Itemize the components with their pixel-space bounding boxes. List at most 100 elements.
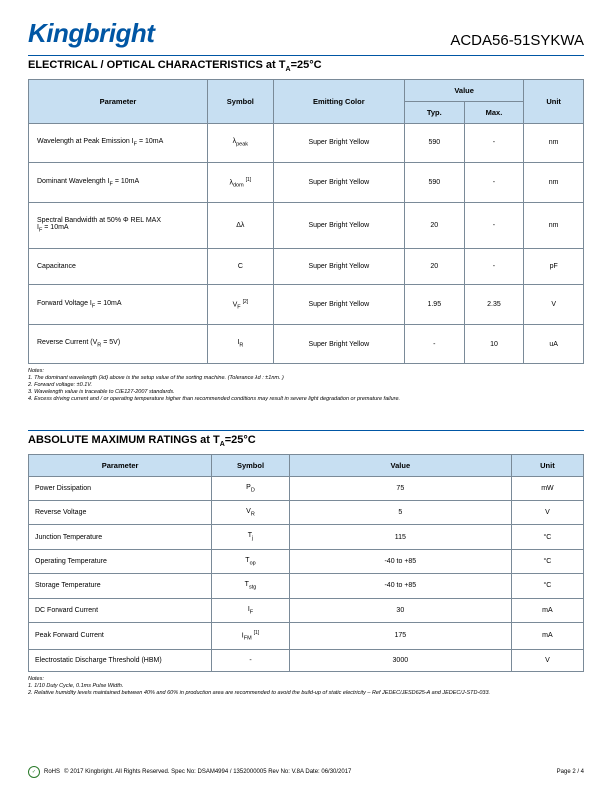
cell-unit: V <box>524 284 584 325</box>
cell-symbol: C <box>208 248 274 284</box>
th-typ: Typ. <box>404 102 464 124</box>
cell-typ: 1.95 <box>404 284 464 325</box>
cell-parameter: Capacitance <box>29 248 208 284</box>
table-row: Wavelength at Peak Emission IF = 10mAλpe… <box>29 124 584 162</box>
cell-unit: nm <box>524 124 584 162</box>
cell-symbol: Δλ <box>208 203 274 248</box>
table-row: Peak Forward CurrentIFM [1]175mA <box>29 623 584 650</box>
cell-parameter: Peak Forward Current <box>29 623 212 650</box>
table-row: Spectral Bandwidth at 50% Φ REL MAXIF = … <box>29 203 584 248</box>
cell-value: 5 <box>289 501 511 525</box>
cell-symbol: PD <box>212 476 290 500</box>
cell-max: - <box>464 124 524 162</box>
header: Kingbright ACDA56-51SYKWA <box>28 18 584 49</box>
cell-symbol: IR <box>208 325 274 363</box>
cell-parameter: Spectral Bandwidth at 50% Φ REL MAXIF = … <box>29 203 208 248</box>
cell-value: 175 <box>289 623 511 650</box>
cell-unit: V <box>511 501 583 525</box>
footer: ✓ RoHS © 2017 Kingbright. All Rights Res… <box>28 766 584 778</box>
table-row: Power DissipationPD75mW <box>29 476 584 500</box>
cell-unit: °C <box>511 549 583 573</box>
note-line: 2. Relative humidity levels maintained b… <box>28 690 584 697</box>
cell-parameter: Wavelength at Peak Emission IF = 10mA <box>29 124 208 162</box>
cell-unit: mW <box>511 476 583 500</box>
cell-unit: V <box>511 649 583 671</box>
table-row: Electrostatic Discharge Threshold (HBM)-… <box>29 649 584 671</box>
cell-color: Super Bright Yellow <box>273 203 404 248</box>
th2-unit: Unit <box>511 454 583 476</box>
cell-symbol: λpeak <box>208 124 274 162</box>
table-row: Reverse Current (VR = 5V)IRSuper Bright … <box>29 325 584 363</box>
section2-title-prefix: ABSOLUTE MAXIMUM RATINGS at T <box>28 434 220 446</box>
th2-symbol: Symbol <box>212 454 290 476</box>
cell-typ: 20 <box>404 248 464 284</box>
section1-title-prefix: ELECTRICAL / OPTICAL CHARACTERISTICS at … <box>28 59 286 71</box>
note-line: Notes: <box>28 368 584 375</box>
cell-typ: 20 <box>404 203 464 248</box>
note-line: Notes: <box>28 676 584 683</box>
cell-color: Super Bright Yellow <box>273 248 404 284</box>
cell-color: Super Bright Yellow <box>273 124 404 162</box>
cell-parameter: Forward Voltage IF = 10mA <box>29 284 208 325</box>
cell-typ: 590 <box>404 162 464 203</box>
th-emitting-color: Emitting Color <box>273 80 404 124</box>
cell-symbol: λdom [1] <box>208 162 274 203</box>
cell-parameter: Junction Temperature <box>29 525 212 549</box>
cell-symbol: VR <box>212 501 290 525</box>
cell-typ: 590 <box>404 124 464 162</box>
cell-max: 10 <box>464 325 524 363</box>
absolute-maximum-table: Parameter Symbol Value Unit Power Dissip… <box>28 454 584 672</box>
table-row: CapacitanceCSuper Bright Yellow20-pF <box>29 248 584 284</box>
th2-value: Value <box>289 454 511 476</box>
electrical-optical-table: Parameter Symbol Emitting Color Value Un… <box>28 79 584 364</box>
cell-max: 2.35 <box>464 284 524 325</box>
cell-value: 30 <box>289 598 511 622</box>
table-row: Dominant Wavelength IF = 10mAλdom [1]Sup… <box>29 162 584 203</box>
cell-unit: nm <box>524 203 584 248</box>
table-row: Storage TemperatureTstg-40 to +85°C <box>29 574 584 598</box>
th-parameter: Parameter <box>29 80 208 124</box>
table-row: DC Forward CurrentIF30mA <box>29 598 584 622</box>
note-line: 3. Wavelength value is traceable to CIE1… <box>28 389 584 396</box>
note-line: 1. The dominant wavelength (λd) above is… <box>28 375 584 382</box>
cell-parameter: DC Forward Current <box>29 598 212 622</box>
cell-parameter: Storage Temperature <box>29 574 212 598</box>
cell-color: Super Bright Yellow <box>273 325 404 363</box>
section2-title: ABSOLUTE MAXIMUM RATINGS at TA=25°C <box>28 430 584 448</box>
cell-unit: °C <box>511 525 583 549</box>
cell-unit: mA <box>511 623 583 650</box>
cell-symbol: Tstg <box>212 574 290 598</box>
cell-value: 3000 <box>289 649 511 671</box>
cell-unit: pF <box>524 248 584 284</box>
th-unit: Unit <box>524 80 584 124</box>
cell-value: -40 to +85 <box>289 549 511 573</box>
logo: Kingbright <box>28 18 154 49</box>
table-row: Junction TemperatureTj115°C <box>29 525 584 549</box>
section2-title-suffix: =25°C <box>225 434 256 446</box>
cell-unit: nm <box>524 162 584 203</box>
section1-title-suffix: =25°C <box>291 59 322 71</box>
table-row: Reverse VoltageVR5V <box>29 501 584 525</box>
cell-symbol: IF <box>212 598 290 622</box>
cell-parameter: Electrostatic Discharge Threshold (HBM) <box>29 649 212 671</box>
footer-copyright: © 2017 Kingbright. All Rights Reserved. … <box>64 769 351 775</box>
cell-typ: - <box>404 325 464 363</box>
cell-parameter: Operating Temperature <box>29 549 212 573</box>
table-row: Operating TemperatureTop-40 to +85°C <box>29 549 584 573</box>
th-symbol: Symbol <box>208 80 274 124</box>
cell-value: 115 <box>289 525 511 549</box>
th2-parameter: Parameter <box>29 454 212 476</box>
note-line: 4. Excess driving current and / or opera… <box>28 396 584 403</box>
cell-symbol: VF [2] <box>208 284 274 325</box>
table-row: Forward Voltage IF = 10mAVF [2]Super Bri… <box>29 284 584 325</box>
section1-title: ELECTRICAL / OPTICAL CHARACTERISTICS at … <box>28 55 584 73</box>
cell-parameter: Reverse Current (VR = 5V) <box>29 325 208 363</box>
th-max: Max. <box>464 102 524 124</box>
footer-rohs: RoHS <box>44 769 60 775</box>
cell-value: 75 <box>289 476 511 500</box>
cell-symbol: IFM [1] <box>212 623 290 650</box>
note-line: 2. Forward voltage: ±0.1V. <box>28 382 584 389</box>
cell-parameter: Reverse Voltage <box>29 501 212 525</box>
cell-max: - <box>464 203 524 248</box>
cell-max: - <box>464 162 524 203</box>
